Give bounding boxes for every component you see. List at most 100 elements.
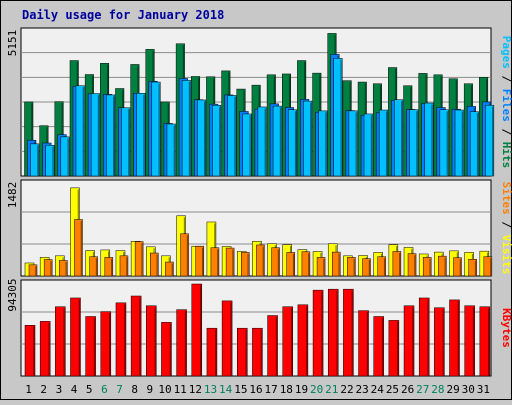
- pages-bar: [45, 144, 55, 177]
- kbytes-bar: [449, 299, 460, 377]
- pages-bar-shade: [234, 96, 236, 176]
- pages-bar: [485, 105, 495, 177]
- visits-bar: [468, 258, 477, 277]
- kbytes-bar: [55, 306, 66, 377]
- visits-bar-shade: [399, 252, 401, 276]
- x-tick-label: 25: [386, 383, 399, 396]
- x-tick-label: 23: [356, 383, 369, 396]
- legend-hits: Hits: [500, 142, 512, 169]
- kbytes-bar: [267, 315, 278, 377]
- pages-bar-fill: [439, 109, 449, 177]
- x-tick-label: 11: [174, 383, 187, 396]
- visits-bar: [256, 244, 265, 277]
- kbytes-bar-fill: [479, 306, 491, 377]
- pages-bar-shade: [82, 87, 84, 176]
- kbytes-bar-fill: [358, 310, 369, 377]
- pages-bar: [348, 110, 358, 177]
- x-tick-label: 28: [431, 383, 444, 396]
- kbytes-bar-fill: [252, 327, 263, 377]
- visits-bar: [422, 257, 432, 277]
- kbytes-bar-shade: [184, 311, 187, 376]
- visits-bar: [43, 259, 53, 277]
- pages-bar-fill: [394, 99, 404, 177]
- kbytes-bar: [252, 327, 263, 377]
- x-tick-label: 19: [295, 383, 308, 396]
- kbytes-bar-shade: [230, 302, 232, 376]
- visits-bar-shade: [323, 258, 325, 276]
- x-tick-label: 30: [462, 383, 475, 396]
- kbytes-bar-shade: [427, 299, 429, 376]
- visits-bar-fill: [256, 244, 265, 277]
- pages-bar: [333, 58, 343, 177]
- pages-bar-shade: [355, 112, 357, 176]
- visits-bar-fill: [316, 257, 326, 277]
- kbytes-bar-shade: [139, 297, 141, 376]
- x-tick-label: 27: [416, 383, 429, 396]
- visits-bar-shade: [474, 260, 477, 276]
- visits-bar-shade: [308, 253, 310, 276]
- pages-bar-shade: [385, 111, 388, 176]
- pages-bar-shade: [492, 106, 494, 176]
- kbytes-bar: [434, 307, 445, 377]
- visits-bar-shade: [338, 253, 340, 276]
- kbytes-bar-fill: [55, 306, 66, 377]
- visits-bar-shade: [126, 257, 128, 276]
- kbytes-bar: [418, 297, 430, 377]
- visits-bar: [392, 251, 402, 277]
- pages-bar: [409, 109, 419, 177]
- kbytes-bar-shade: [154, 307, 156, 376]
- visits-bar-fill: [301, 251, 311, 277]
- kbytes-bar: [312, 289, 324, 377]
- x-tick-label: 3: [56, 383, 63, 396]
- visits-bar-shade: [292, 253, 295, 276]
- kbytes-bar: [85, 316, 96, 377]
- pages-bar: [227, 95, 237, 177]
- pages-bar-shade: [128, 109, 130, 176]
- pages-bar: [60, 136, 70, 177]
- kbytes-bar-fill: [297, 304, 309, 377]
- pages-bar-shade: [173, 125, 175, 176]
- x-tick-label: 15: [234, 383, 247, 396]
- x-tick-label: 21: [325, 383, 338, 396]
- visits-bar-shade: [80, 221, 82, 276]
- kbytes-bar-fill: [327, 288, 339, 377]
- kbytes-bar: [176, 309, 187, 377]
- visits-bar-shade: [429, 258, 431, 276]
- legend-pages: Pages: [500, 36, 512, 69]
- visits-bar: [331, 251, 341, 277]
- visits-bar: [453, 257, 462, 277]
- pages-bar-shade: [113, 96, 115, 176]
- panel-1-legend: Pages / Files / Hits: [500, 36, 512, 169]
- kbytes-bar-fill: [282, 306, 293, 377]
- kbytes-bar-fill: [449, 299, 460, 377]
- pages-bar-fill: [257, 106, 267, 177]
- kbytes-bar-shade: [93, 317, 96, 376]
- kbytes-bar-fill: [85, 316, 96, 377]
- kbytes-bar-shade: [412, 307, 414, 376]
- visits-bar: [483, 256, 493, 277]
- kbytes-bar-shade: [336, 290, 338, 376]
- kbytes-bar-shade: [245, 329, 247, 376]
- kbytes-bar-fill: [161, 322, 172, 377]
- pages-bar-fill: [166, 123, 176, 177]
- visits-bar-fill: [119, 255, 129, 277]
- kbytes-bar-fill: [403, 305, 415, 377]
- visits-bar: [180, 233, 189, 277]
- legend-sites: Sites: [500, 182, 512, 215]
- x-tick-label: 6: [101, 383, 108, 396]
- x-tick-label: 9: [147, 383, 154, 396]
- pages-bar-fill: [45, 144, 55, 177]
- kbytes-bar-fill: [312, 289, 324, 377]
- pages-bar-fill: [348, 110, 358, 177]
- pages-bar: [303, 100, 313, 177]
- pages-bar-shade: [203, 101, 206, 176]
- visits-bar: [74, 219, 83, 277]
- kbytes-bar: [237, 327, 248, 377]
- visits-bar: [134, 241, 144, 277]
- visits-bar-fill: [331, 251, 341, 277]
- x-tick-label: 10: [158, 383, 171, 396]
- kbytes-bar-shade: [124, 304, 126, 376]
- visits-bar-shade: [156, 254, 158, 276]
- pages-bar-fill: [75, 85, 85, 177]
- pages-bar-fill: [303, 100, 313, 177]
